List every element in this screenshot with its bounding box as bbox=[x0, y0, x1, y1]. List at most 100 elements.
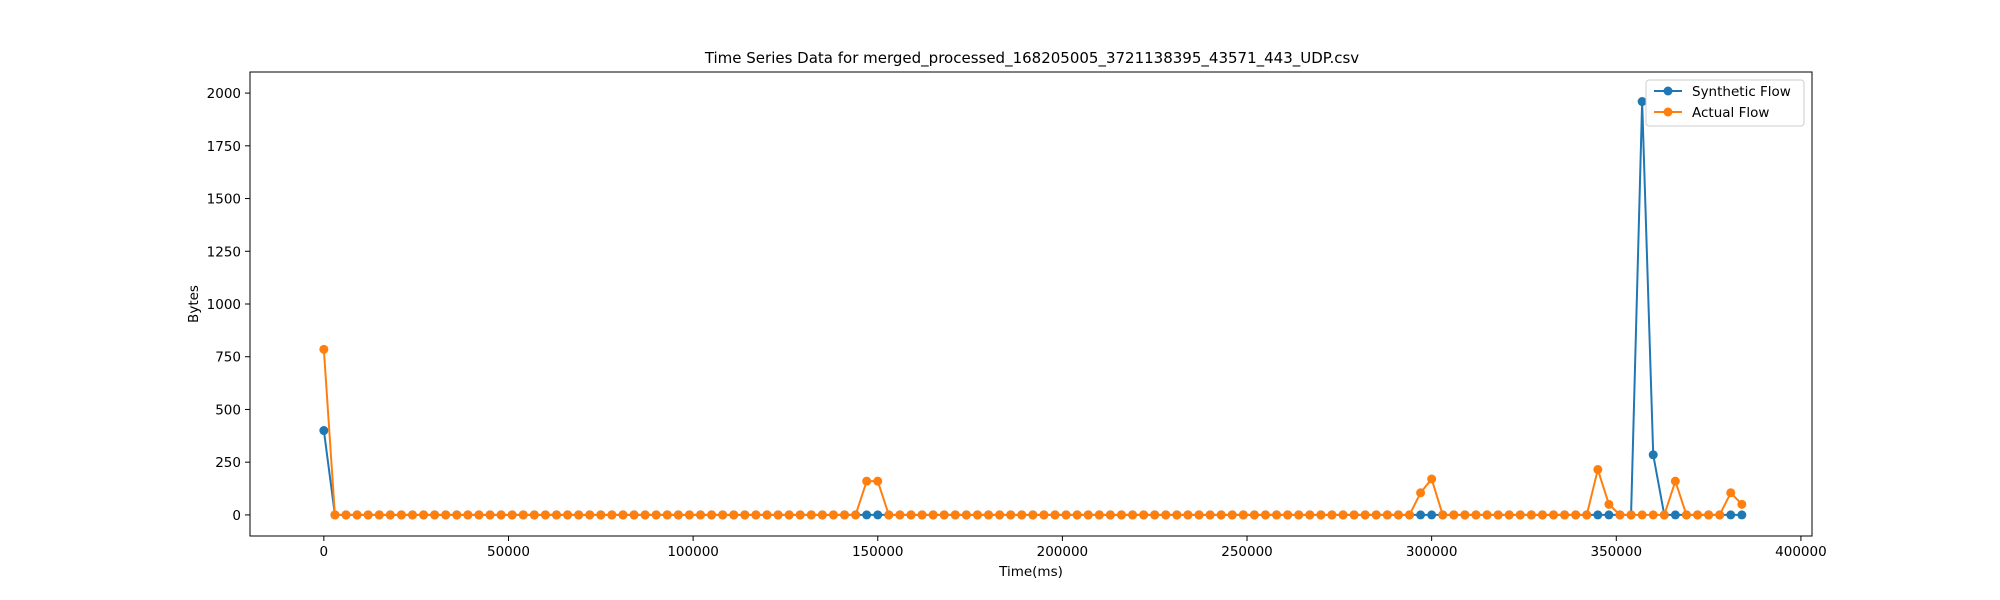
y-tick-label: 0 bbox=[232, 508, 241, 524]
series-2-point bbox=[784, 510, 794, 520]
series-2-point bbox=[1593, 465, 1603, 475]
plot-area bbox=[319, 97, 1747, 520]
series-2-point bbox=[1515, 510, 1525, 520]
series-2-point bbox=[1537, 510, 1547, 520]
series-2-point bbox=[972, 510, 982, 520]
series-2-point bbox=[740, 510, 750, 520]
series-2-point bbox=[684, 510, 694, 520]
series-2-point bbox=[851, 510, 861, 520]
series-2-point bbox=[1715, 510, 1725, 520]
series-2-point bbox=[1382, 510, 1392, 520]
series-2-point bbox=[950, 510, 960, 520]
series-2-point bbox=[1615, 510, 1625, 520]
series-2-point bbox=[1272, 510, 1282, 520]
series-2-point bbox=[1371, 510, 1381, 520]
series-2-point bbox=[828, 510, 838, 520]
series-2-point bbox=[1427, 474, 1437, 484]
series-2-point bbox=[574, 510, 584, 520]
series-2-point bbox=[1183, 510, 1193, 520]
series-2-point bbox=[884, 510, 894, 520]
series-2-point bbox=[1006, 510, 1016, 520]
series-2-point bbox=[1604, 499, 1614, 509]
series-2-point bbox=[596, 510, 606, 520]
series-2-point bbox=[817, 510, 827, 520]
series-2-point bbox=[873, 476, 883, 486]
legend-items: Synthetic Flow Actual Flow bbox=[1654, 84, 1791, 121]
series-2-point bbox=[330, 510, 340, 520]
series-2-point bbox=[1172, 510, 1182, 520]
legend-frame bbox=[1645, 79, 1805, 127]
series-2-point bbox=[474, 510, 484, 520]
series-2-point bbox=[463, 510, 473, 520]
series-2-point bbox=[795, 510, 805, 520]
series-2-point bbox=[1061, 510, 1071, 520]
series-2-point bbox=[496, 510, 506, 520]
series-1-point bbox=[1737, 510, 1747, 520]
legend-label-1: Synthetic Flow bbox=[1692, 84, 1791, 100]
y-tick-label: 1500 bbox=[207, 192, 241, 208]
series-2-point bbox=[551, 510, 561, 520]
series-2-point bbox=[1283, 510, 1293, 520]
x-tick-label: 350000 bbox=[1591, 544, 1643, 560]
y-tick-label: 1000 bbox=[207, 297, 241, 313]
series-2-point bbox=[862, 476, 872, 486]
x-tick-label: 250000 bbox=[1221, 544, 1273, 560]
series-2-point bbox=[1582, 510, 1592, 520]
series-2-point bbox=[1083, 510, 1093, 520]
series-2-point bbox=[629, 510, 639, 520]
series-2-point bbox=[1105, 510, 1115, 520]
series-2-point bbox=[662, 510, 672, 520]
chart-title: Time Series Data for merged_processed_16… bbox=[704, 49, 1359, 68]
series-2-point bbox=[1471, 510, 1481, 520]
series-2-point bbox=[718, 510, 728, 520]
series-2-point bbox=[452, 510, 462, 520]
series-2-point bbox=[618, 510, 628, 520]
y-tick-label: 250 bbox=[215, 455, 241, 471]
series-2-point bbox=[1482, 510, 1492, 520]
series-2-point bbox=[430, 510, 440, 520]
series-2-point bbox=[1393, 510, 1403, 520]
series-2-point bbox=[1449, 510, 1459, 520]
series-2-point bbox=[1327, 510, 1337, 520]
series-2-point bbox=[1017, 510, 1027, 520]
series-1-point bbox=[873, 510, 883, 520]
x-axis-label: Time(ms) bbox=[998, 564, 1063, 580]
series-2-point bbox=[1260, 510, 1270, 520]
series-1-point bbox=[319, 426, 329, 436]
series-2-point bbox=[607, 510, 617, 520]
series-2-point bbox=[363, 510, 373, 520]
series-1-point bbox=[1604, 510, 1614, 520]
x-tick-label: 100000 bbox=[667, 544, 719, 560]
series-2-point bbox=[352, 510, 362, 520]
series-2-point bbox=[762, 510, 772, 520]
series-2-point bbox=[1681, 510, 1691, 520]
series-1-point bbox=[1427, 510, 1437, 520]
series-1-point bbox=[1726, 510, 1736, 520]
series-2-point bbox=[1216, 510, 1226, 520]
series-1-point bbox=[1416, 510, 1426, 520]
series-2-point bbox=[1227, 510, 1237, 520]
series-2-point bbox=[341, 510, 351, 520]
axis-ticks: 0 50000 100000 150000 200000 250000 300000 3500… bbox=[207, 86, 1827, 560]
series-2-point bbox=[751, 510, 761, 520]
series-2-point bbox=[1637, 510, 1647, 520]
series-2-point bbox=[806, 510, 816, 520]
series-2-point bbox=[1438, 510, 1448, 520]
series-2-point bbox=[707, 510, 717, 520]
y-tick-label: 750 bbox=[215, 350, 241, 366]
series-2-point bbox=[1571, 510, 1581, 520]
series-2-point bbox=[563, 510, 573, 520]
y-tick-label: 2000 bbox=[207, 86, 241, 102]
legend-marker-1 bbox=[1663, 86, 1673, 96]
series-2-point bbox=[396, 510, 406, 520]
series-2-point bbox=[1305, 510, 1315, 520]
series-2-point bbox=[673, 510, 683, 520]
series-1-point bbox=[1648, 450, 1658, 460]
x-tick-label: 50000 bbox=[487, 544, 530, 560]
x-tick-label: 0 bbox=[320, 544, 329, 560]
series-2-point bbox=[1526, 510, 1536, 520]
series-2-point bbox=[1349, 510, 1359, 520]
series-2-point bbox=[319, 344, 329, 354]
y-tick-label: 1750 bbox=[207, 139, 241, 155]
